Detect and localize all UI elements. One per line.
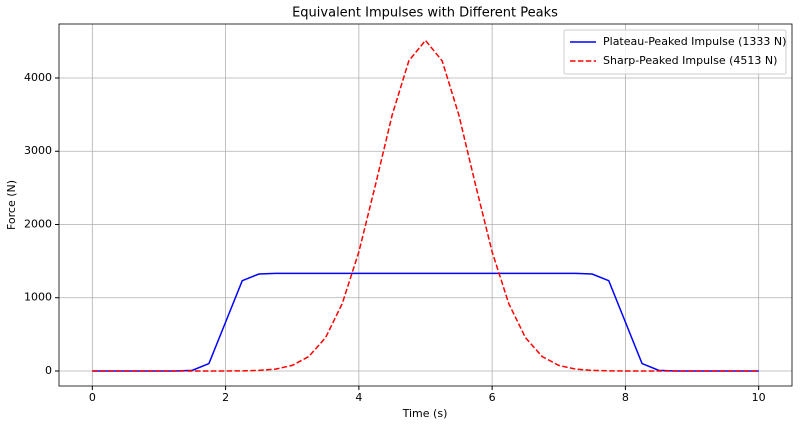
line-series (92, 39, 759, 372)
x-tick-label: 8 (622, 391, 629, 404)
y-axis-label: Force (N) (5, 180, 18, 230)
x-tick-label: 10 (752, 391, 766, 404)
x-tick-label: 4 (355, 391, 362, 404)
line-series (92, 272, 759, 372)
y-tick-label: 1000 (24, 291, 52, 304)
y-tick-label: 2000 (24, 217, 52, 230)
x-axis-label: Time (s) (402, 407, 448, 420)
y-tick-label: 3000 (24, 144, 52, 157)
x-tick-label: 6 (489, 391, 496, 404)
plot-frame (58, 23, 793, 387)
legend-box (563, 29, 787, 75)
chart-title: Equivalent Impulses with Different Peaks (292, 6, 558, 21)
y-tick-label: 4000 (24, 71, 52, 84)
y-tick-label: 0 (45, 364, 52, 377)
legend: Plateau-Peaked Impulse (1333 N) Sharp-Pea… (563, 29, 787, 75)
legend-label: Sharp-Peaked Impulse (4513 N) (603, 54, 777, 67)
x-tick-label: 0 (89, 391, 96, 404)
legend-label: Plateau-Peaked Impulse (1333 N) (603, 35, 786, 48)
x-tick-label: 2 (222, 391, 229, 404)
